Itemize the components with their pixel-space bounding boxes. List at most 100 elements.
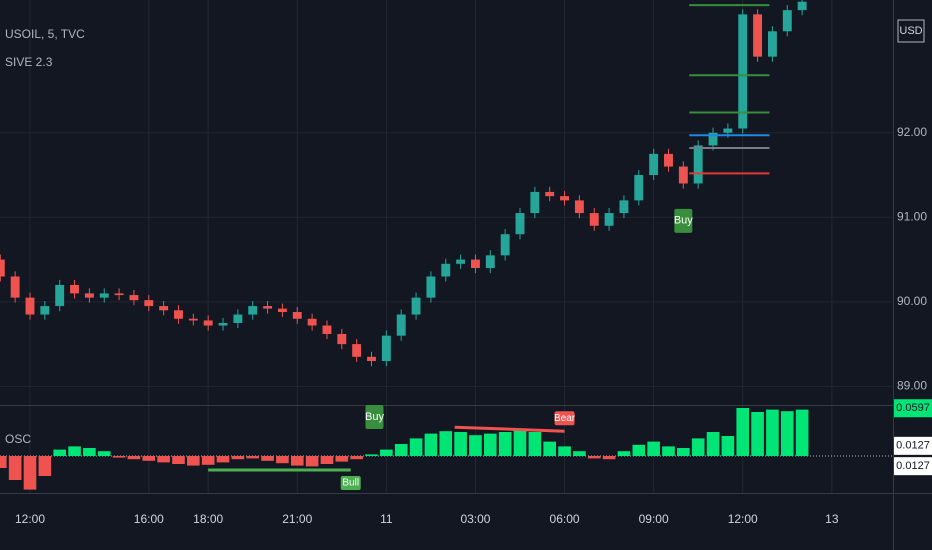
osc-bar [8, 456, 22, 480]
currency: USD [899, 25, 922, 37]
osc-bar [632, 444, 646, 456]
candle-body [530, 191, 540, 214]
candle-body [0, 259, 5, 277]
candle-body [292, 311, 302, 319]
candle-body [723, 128, 733, 133]
signal-label: Buy [674, 215, 693, 227]
candle-body [471, 259, 480, 269]
x-tick-label: 03:00 [460, 512, 490, 526]
x-tick-label: 11 [380, 512, 393, 526]
osc-bar [706, 432, 720, 456]
candle-body [248, 306, 258, 315]
osc-bar [543, 441, 557, 456]
osc-bar [142, 456, 156, 461]
candle-body [693, 145, 703, 184]
candle-body [218, 322, 228, 326]
candle-body [25, 297, 35, 315]
osc-bar [662, 446, 675, 456]
x-tick-label: 12:00 [15, 512, 45, 526]
value-tag [894, 399, 932, 418]
osc-bar [647, 441, 660, 456]
osc-bar [320, 456, 334, 464]
candle-body [263, 306, 273, 309]
candle-body [396, 314, 406, 336]
candle-body [589, 213, 599, 226]
candle-body [619, 200, 629, 214]
candle-body [322, 325, 332, 334]
axes: 89.00 90.00 91.00 92.00 12:00 16:00 18:00 21:00… [15, 125, 932, 526]
price-pane [0, 0, 807, 367]
candle-body [664, 153, 673, 167]
x-tick-label: 13 [825, 512, 839, 526]
candle-body [634, 175, 644, 201]
osc-bar [780, 411, 794, 456]
value-tag [894, 436, 932, 455]
candle-body [678, 166, 688, 184]
x-tick-label: 18:00 [193, 512, 223, 526]
candle-body [174, 310, 183, 319]
osc-bar [751, 412, 764, 456]
candle-body [367, 356, 376, 362]
osc-bar [558, 446, 571, 456]
candle-body [500, 234, 510, 256]
osc-bar [394, 444, 408, 456]
candle-body [708, 132, 718, 146]
osc-bar [23, 456, 37, 490]
osc-bar [483, 433, 497, 456]
osc-bar [172, 456, 185, 464]
osc-bar [602, 456, 616, 460]
osc-bar [53, 449, 67, 456]
y-tick-label: 90.00 [897, 294, 927, 308]
candle-body [767, 31, 777, 57]
osc-bar [365, 454, 378, 456]
candle-body [426, 276, 436, 298]
candle-body [782, 10, 792, 32]
signal-box [674, 208, 693, 233]
candle-body [277, 308, 287, 312]
osc-bar [350, 456, 363, 460]
candle-body [144, 300, 154, 307]
x-tick-label: 12:00 [728, 512, 758, 526]
candle-body [560, 196, 570, 201]
osc-bar [246, 456, 260, 459]
candle-body [159, 306, 169, 311]
osc-bar [617, 451, 631, 456]
candle-body [545, 191, 555, 197]
osc-bar [469, 435, 482, 456]
candle-body [753, 14, 763, 57]
value-tag-label: 0.0127 [896, 460, 930, 472]
divergence-box [340, 476, 361, 490]
x-tick-label: 16:00 [134, 512, 164, 526]
osc-bar [305, 456, 319, 467]
osc-bar [439, 431, 453, 456]
candle-body [738, 14, 748, 129]
osc-bar [409, 438, 423, 456]
osc-bar [290, 456, 304, 466]
candle-body [352, 344, 362, 357]
symbol-title: USOIL, 5, TVC [5, 27, 85, 41]
osc-bar [157, 456, 170, 463]
osc-bar [691, 438, 705, 456]
candle-body [337, 333, 347, 345]
osc-bar [573, 451, 586, 456]
osc-bar [38, 456, 52, 476]
osc-bar [231, 456, 245, 460]
candle-body [70, 284, 79, 294]
candle-body [203, 320, 213, 326]
osc-bar [261, 456, 274, 461]
candle-body [604, 213, 614, 226]
candle-body [381, 335, 391, 362]
osc-bar [201, 456, 215, 465]
osc-bar [454, 432, 467, 456]
candle-body [114, 293, 124, 296]
candle-body [188, 318, 198, 321]
signal-box [365, 405, 384, 429]
x-tick-label: 06:00 [550, 512, 580, 526]
osc-bar [528, 432, 542, 456]
candle-body [515, 213, 525, 235]
osc-bar [587, 456, 601, 459]
divergence-label: Bear [554, 413, 576, 424]
osc-bar [736, 408, 750, 456]
candle-body [456, 259, 466, 264]
